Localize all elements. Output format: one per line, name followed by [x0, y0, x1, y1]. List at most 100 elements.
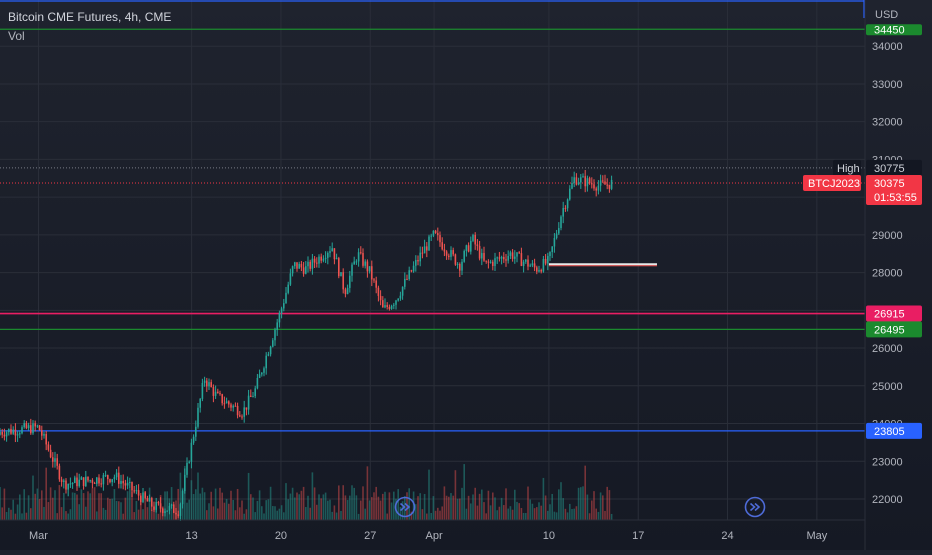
volume-bar — [60, 507, 63, 520]
volume-bar — [265, 500, 267, 520]
volume-bar — [221, 492, 223, 520]
volume-bar — [210, 491, 212, 520]
volume-bar — [558, 489, 560, 520]
candle-body — [588, 178, 591, 184]
volume-bar — [492, 492, 494, 520]
candle-body — [1, 431, 3, 435]
volume-bar — [49, 487, 52, 520]
candle-body — [483, 253, 485, 261]
volume-bar — [10, 509, 12, 520]
candle-body — [41, 430, 43, 436]
candle-body — [175, 512, 177, 515]
y-tick-label: 33000 — [872, 79, 903, 91]
volume-bar — [580, 487, 582, 520]
volume-bar — [19, 494, 21, 520]
time-axis[interactable]: Mar 13 20 27 Apr 10 17 24 May — [0, 519, 865, 542]
candle-body — [159, 503, 162, 509]
candle-body — [401, 286, 404, 296]
candle-body — [311, 258, 314, 269]
candle-body — [386, 305, 388, 307]
candle-body — [91, 480, 94, 483]
volume-bar — [41, 490, 43, 520]
volume-bar — [531, 503, 534, 520]
volume-bar — [364, 508, 366, 520]
candle-body — [102, 475, 105, 485]
volume-bar — [102, 507, 105, 520]
candle-body — [38, 425, 41, 431]
volume-bar — [14, 513, 17, 520]
candle-body — [34, 423, 36, 427]
volume-bar — [27, 495, 30, 520]
candle-body — [166, 510, 168, 512]
volume-bar — [329, 499, 331, 520]
candle-body — [267, 354, 270, 356]
volume-bar — [470, 503, 472, 520]
candle-body — [74, 477, 76, 483]
candle-body — [558, 228, 560, 234]
volume-bar — [89, 493, 91, 520]
volume-bar — [588, 513, 591, 520]
candle-body — [373, 279, 375, 281]
candle-body — [188, 461, 190, 463]
volume-bar — [459, 498, 461, 520]
candle-body — [56, 458, 58, 466]
volume-bar — [461, 487, 463, 520]
candle-body — [434, 230, 437, 234]
candle-body — [43, 433, 45, 436]
candle-body — [335, 258, 338, 260]
volume-bar — [569, 503, 571, 520]
volume-bar — [111, 498, 113, 520]
volume-bar — [465, 508, 468, 520]
candle-body — [569, 188, 571, 200]
volume-bar — [327, 500, 329, 520]
volume-bar — [419, 493, 421, 520]
x-tick-label: Mar — [29, 530, 48, 542]
candle-body — [296, 262, 298, 269]
candle-body — [494, 258, 496, 266]
candle-body — [355, 261, 358, 263]
candle-body — [10, 428, 12, 434]
volume-bar — [507, 508, 509, 520]
candle-body — [261, 372, 263, 375]
candle-body — [518, 252, 520, 254]
volume-bar — [219, 487, 221, 520]
horizontal-levels[interactable] — [0, 0, 865, 432]
drawn-segment[interactable] — [548, 263, 657, 267]
candle-body — [8, 428, 10, 433]
candle-body — [58, 465, 61, 480]
candle-body — [452, 250, 454, 255]
candle-body — [525, 259, 527, 262]
candle-body — [14, 429, 17, 436]
candle-body — [300, 263, 303, 268]
volume-bar — [432, 496, 435, 520]
candle-body — [118, 472, 120, 484]
volume-bar — [129, 488, 131, 520]
volume-bar — [16, 504, 19, 520]
grid — [0, 0, 865, 520]
candle-body — [415, 260, 417, 266]
replay-icon[interactable] — [744, 496, 766, 518]
volume-bar — [316, 504, 318, 520]
candle-body — [243, 407, 245, 417]
candle-body — [76, 477, 78, 487]
price-axis[interactable]: 2200023000240002500026000270002800029000… — [864, 0, 903, 550]
volume-bar — [313, 487, 316, 520]
volume-bar — [1, 507, 3, 520]
volume-bar — [566, 512, 569, 520]
candle-body — [63, 480, 65, 482]
candle-body — [492, 261, 494, 266]
volume-bar — [562, 498, 564, 520]
volume-bar — [283, 512, 285, 520]
volume-bar — [386, 513, 388, 520]
candle-body — [291, 266, 294, 274]
volume-bar — [91, 488, 94, 520]
x-tick-label: 24 — [721, 530, 733, 542]
volume-bar — [71, 492, 74, 520]
y-tick-label: 25000 — [872, 381, 903, 393]
svg-text:34450: 34450 — [874, 25, 905, 37]
replay-icon[interactable] — [394, 496, 416, 518]
volume-bar — [586, 494, 589, 520]
volume-bar — [417, 496, 419, 520]
candle-body — [485, 260, 487, 262]
